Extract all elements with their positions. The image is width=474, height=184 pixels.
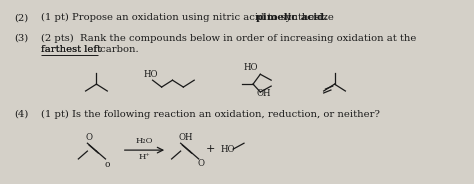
Text: (3): (3): [14, 34, 28, 43]
Text: (1 pt) Propose an oxidation using nitric acid to synthesize: (1 pt) Propose an oxidation using nitric…: [41, 13, 337, 22]
Text: pimelic acid.: pimelic acid.: [256, 13, 328, 22]
Text: O: O: [198, 159, 205, 168]
Text: (2 pts)  Rank the compounds below in order of increasing oxidation at the: (2 pts) Rank the compounds below in orde…: [41, 34, 417, 43]
Text: +: +: [206, 144, 215, 154]
Text: (2): (2): [14, 13, 28, 22]
Text: HO: HO: [220, 145, 235, 154]
Text: (4): (4): [14, 110, 28, 119]
Text: H₂O: H₂O: [136, 137, 153, 145]
Text: O: O: [86, 133, 92, 142]
Text: o: o: [105, 160, 110, 169]
Text: OH: OH: [257, 89, 271, 98]
Text: HO: HO: [244, 63, 258, 72]
Text: carbon.: carbon.: [97, 45, 139, 54]
Text: (1 pt) Is the following reaction an oxidation, reduction, or neither?: (1 pt) Is the following reaction an oxid…: [41, 110, 380, 119]
Text: OH: OH: [179, 133, 193, 142]
Text: H⁺: H⁺: [138, 153, 150, 161]
Text: HO: HO: [144, 70, 158, 79]
Text: farthest left: farthest left: [41, 45, 101, 54]
Text: farthest left: farthest left: [41, 45, 101, 54]
